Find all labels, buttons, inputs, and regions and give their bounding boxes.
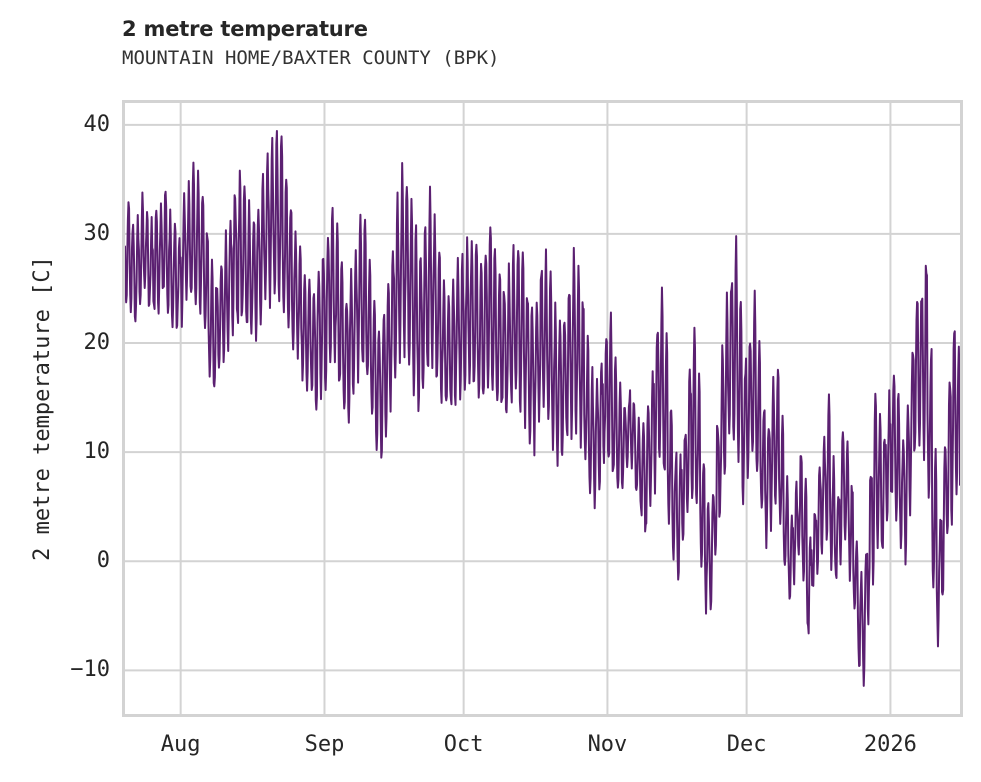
- y-tick-label: 20: [83, 330, 111, 356]
- plot-area: [122, 100, 963, 717]
- y-tick-label: 10: [83, 439, 111, 465]
- x-tick-label: Oct: [443, 732, 484, 757]
- temperature-line: [125, 129, 960, 687]
- y-tick-label: 40: [83, 111, 111, 137]
- page-title: 2 metre temperature: [122, 17, 368, 41]
- chart-subtitle: MOUNTAIN HOME/BAXTER COUNTY (BPK): [122, 47, 500, 69]
- series-line-group: [125, 129, 960, 687]
- x-tick-label: Dec: [726, 732, 767, 757]
- x-tick-label: 2026: [863, 732, 917, 757]
- y-tick-label: 30: [83, 220, 111, 246]
- time-series-plot: [125, 103, 960, 714]
- y-axis-tick-labels: 40 30 20 10 0 −10: [0, 0, 122, 782]
- x-tick-label: Nov: [587, 732, 628, 757]
- title-block: 2 metre temperature MOUNTAIN HOME/BAXTER…: [122, 16, 822, 71]
- y-tick-label: 0: [96, 548, 110, 574]
- y-tick-label: −10: [70, 657, 110, 683]
- x-tick-label: Sep: [304, 732, 345, 757]
- grid-lines: [125, 103, 960, 714]
- x-tick-label: Aug: [160, 732, 201, 757]
